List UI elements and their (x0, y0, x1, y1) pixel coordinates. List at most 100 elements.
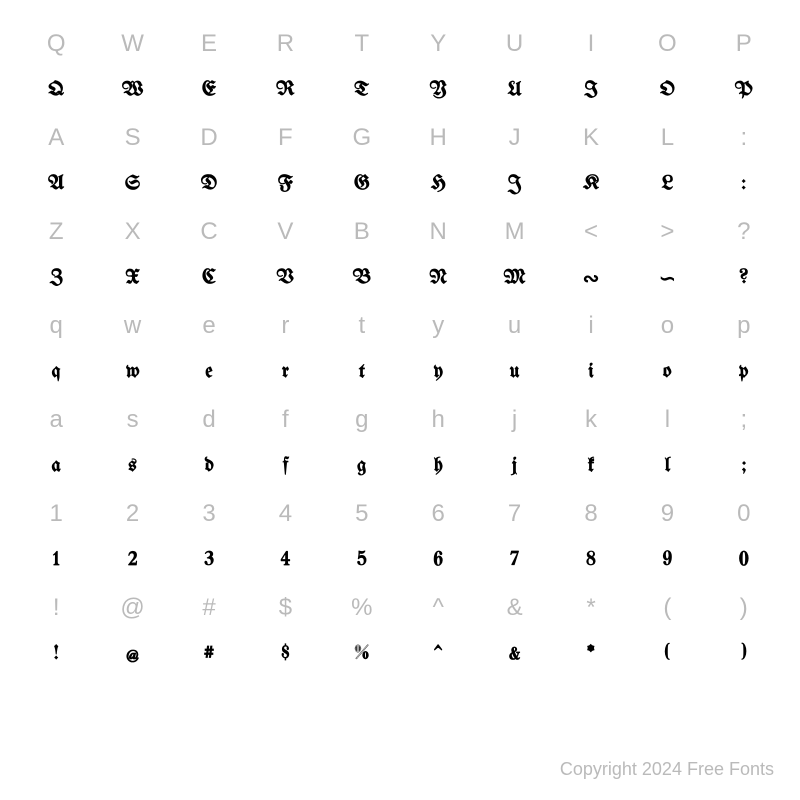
font-glyph: ! (54, 644, 59, 665)
reference-glyph: ? (737, 218, 750, 246)
font-glyph: K (583, 174, 599, 195)
font-glyph: g (357, 456, 366, 477)
reference-glyph: A (48, 124, 64, 152)
font-glyph: d (204, 456, 213, 477)
font-glyph: e (205, 362, 212, 383)
reference-glyph: ) (740, 594, 748, 622)
font-glyph: w (126, 362, 140, 383)
font-glyph: U (507, 80, 521, 101)
reference-glyph: 2 (126, 500, 139, 528)
font-glyph: 6 (434, 550, 443, 571)
reference-glyph: O (658, 30, 677, 58)
font-glyph: f (283, 456, 288, 477)
reference-glyph: o (661, 312, 674, 340)
font-glyph: 3 (204, 550, 213, 571)
font-glyph: $ (281, 644, 289, 665)
reference-glyph: B (354, 218, 370, 246)
font-glyph: R (276, 80, 295, 101)
font-glyph: Y (430, 80, 447, 101)
reference-glyph: y (432, 312, 444, 340)
font-glyph: V (277, 268, 295, 289)
font-glyph: I (584, 80, 598, 101)
font-glyph: q (52, 362, 61, 383)
reference-glyph: Z (49, 218, 64, 246)
font-glyph: P (735, 80, 753, 101)
reference-glyph: u (508, 312, 521, 340)
reference-glyph: # (202, 594, 215, 622)
font-glyph: 7 (510, 550, 519, 571)
reference-glyph: E (201, 30, 217, 58)
font-character-map: QWERTYUIOPQWERTYUIOPASDFGHJKL:ASDFGHJKL:… (18, 20, 782, 678)
reference-glyph: < (584, 218, 598, 246)
copyright-text: Copyright 2024 Free Fonts (560, 759, 774, 780)
font-glyph: 0 (739, 550, 748, 571)
reference-glyph: H (430, 124, 447, 152)
font-glyph: k (588, 456, 595, 477)
font-glyph: h (434, 456, 443, 477)
reference-glyph: S (125, 124, 141, 152)
reference-glyph: L (661, 124, 674, 152)
font-glyph: : (742, 174, 746, 195)
reference-glyph: q (50, 312, 63, 340)
reference-glyph: j (512, 406, 517, 434)
reference-glyph: I (588, 30, 595, 58)
reference-glyph: f (282, 406, 289, 434)
reference-glyph: J (509, 124, 521, 152)
font-glyph: J (507, 174, 521, 195)
font-glyph: E (202, 80, 216, 101)
font-glyph: t (359, 362, 365, 383)
reference-glyph: T (354, 30, 369, 58)
reference-glyph: i (588, 312, 593, 340)
reference-glyph: 9 (661, 500, 674, 528)
font-glyph: & (509, 644, 520, 665)
reference-glyph: Y (430, 30, 446, 58)
reference-glyph: ! (53, 594, 60, 622)
reference-glyph: R (277, 30, 294, 58)
reference-glyph: g (355, 406, 368, 434)
font-glyph: a (52, 456, 61, 477)
font-glyph: s (128, 456, 136, 477)
reference-glyph: l (665, 406, 670, 434)
font-glyph: T (354, 80, 369, 101)
reference-glyph: ( (663, 594, 671, 622)
font-glyph: @ (127, 644, 139, 665)
reference-glyph: X (125, 218, 141, 246)
font-glyph: ∽ (659, 266, 676, 291)
reference-glyph: M (505, 218, 525, 246)
font-glyph: ? (739, 268, 748, 289)
reference-glyph: V (277, 218, 293, 246)
font-glyph: O (660, 80, 675, 101)
font-glyph: 9 (663, 550, 672, 571)
reference-glyph: p (737, 312, 750, 340)
font-glyph: 2 (128, 550, 137, 571)
reference-glyph: W (121, 30, 144, 58)
font-glyph: B (353, 268, 371, 289)
font-glyph: S (125, 174, 140, 195)
reference-glyph: Q (47, 30, 66, 58)
reference-glyph: d (202, 406, 215, 434)
reference-glyph: 7 (508, 500, 521, 528)
reference-glyph: s (127, 406, 139, 434)
font-glyph: # (204, 644, 214, 665)
font-glyph: 4 (281, 550, 290, 571)
font-glyph: W (122, 80, 144, 101)
reference-glyph: : (740, 124, 747, 152)
font-glyph: A (48, 174, 64, 195)
font-glyph: 1 (53, 550, 59, 571)
reference-glyph: D (200, 124, 217, 152)
reference-glyph: N (430, 218, 447, 246)
font-glyph: o (663, 362, 671, 383)
font-glyph: ∾ (583, 266, 600, 291)
reference-glyph: a (50, 406, 63, 434)
font-glyph: F (278, 174, 293, 195)
font-glyph: 8 (586, 550, 595, 571)
reference-glyph: 6 (432, 500, 445, 528)
reference-glyph: r (281, 312, 289, 340)
reference-glyph: G (352, 124, 371, 152)
font-glyph: ; (742, 456, 745, 477)
font-glyph: r (282, 362, 289, 383)
reference-glyph: > (660, 218, 674, 246)
reference-glyph: & (507, 594, 523, 622)
font-glyph: ) (741, 644, 746, 665)
font-glyph: 5 (357, 550, 366, 571)
